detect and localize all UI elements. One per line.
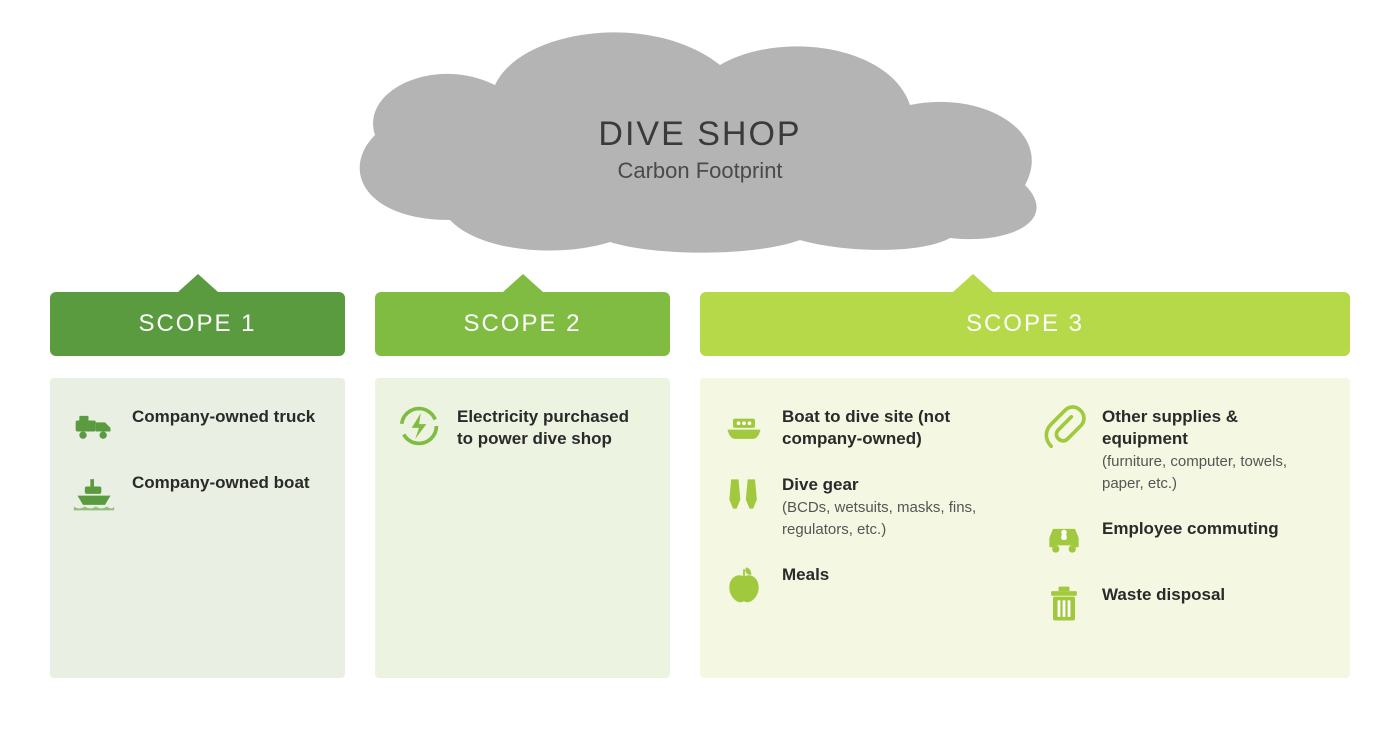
fins-icon (722, 472, 766, 516)
trash-icon (1042, 582, 1086, 626)
scope-2-item: Electricity purchased to power dive shop (397, 404, 648, 450)
item-text: Employee commuting (1102, 516, 1279, 540)
scope-3-item: Dive gear (BCDs, wetsuits, masks, fins, … (722, 472, 1008, 540)
scope-3: SCOPE 3 Boat to dive (700, 292, 1350, 678)
scope-columns: SCOPE 1 Company-owned truck (50, 292, 1350, 678)
item-text: Company-owned truck (132, 404, 315, 428)
scope-2-arrow (503, 274, 543, 292)
cloud-subtitle: Carbon Footprint (320, 158, 1080, 184)
scope-1-arrow (178, 274, 218, 292)
cloud-text: DIVE SHOP Carbon Footprint (320, 115, 1080, 184)
item-text: Company-owned boat (132, 470, 310, 494)
scope-3-right: Other supplies & equipment (furniture, c… (1042, 404, 1328, 626)
scope-2-body: Electricity purchased to power dive shop (375, 378, 670, 678)
ship-icon (722, 404, 766, 448)
boat-icon (72, 470, 116, 514)
item-text: Meals (782, 562, 829, 586)
item-text: Dive gear (BCDs, wetsuits, masks, fins, … (782, 472, 1008, 540)
item-text: Electricity purchased to power dive shop (457, 404, 648, 450)
item-text: Boat to dive site (not company-owned) (782, 404, 1008, 450)
scope-3-item: Other supplies & equipment (furniture, c… (1042, 404, 1328, 494)
clip-icon (1042, 404, 1086, 448)
scope-1-header: SCOPE 1 (50, 292, 345, 356)
cloud-title: DIVE SHOP (320, 115, 1080, 154)
bolt-icon (397, 404, 441, 448)
scope-1-item: Company-owned boat (72, 470, 323, 514)
scope-2-label: SCOPE 2 (463, 310, 581, 338)
scope-1: SCOPE 1 Company-owned truck (50, 292, 345, 678)
scope-2-header: SCOPE 2 (375, 292, 670, 356)
apple-icon (722, 562, 766, 606)
scope-1-item: Company-owned truck (72, 404, 323, 448)
scope-3-label: SCOPE 3 (966, 310, 1084, 338)
scope-2: SCOPE 2 Electricity purchased to power d… (375, 292, 670, 678)
scope-3-left: Boat to dive site (not company-owned) Di… (722, 404, 1008, 626)
car-icon (1042, 516, 1086, 560)
scope-1-body: Company-owned truck Company-owned boat (50, 378, 345, 678)
scope-3-item: Boat to dive site (not company-owned) (722, 404, 1008, 450)
scope-3-item: Waste disposal (1042, 582, 1328, 626)
scope-1-label: SCOPE 1 (138, 310, 256, 338)
item-text: Other supplies & equipment (furniture, c… (1102, 404, 1328, 494)
cloud-header: DIVE SHOP Carbon Footprint (320, 20, 1080, 255)
scope-3-item: Meals (722, 562, 1008, 606)
truck-icon (72, 404, 116, 448)
scope-3-header: SCOPE 3 (700, 292, 1350, 356)
item-text: Waste disposal (1102, 582, 1225, 606)
scope-3-arrow (953, 274, 993, 292)
scope-3-body: Boat to dive site (not company-owned) Di… (700, 378, 1350, 678)
scope-3-item: Employee commuting (1042, 516, 1328, 560)
